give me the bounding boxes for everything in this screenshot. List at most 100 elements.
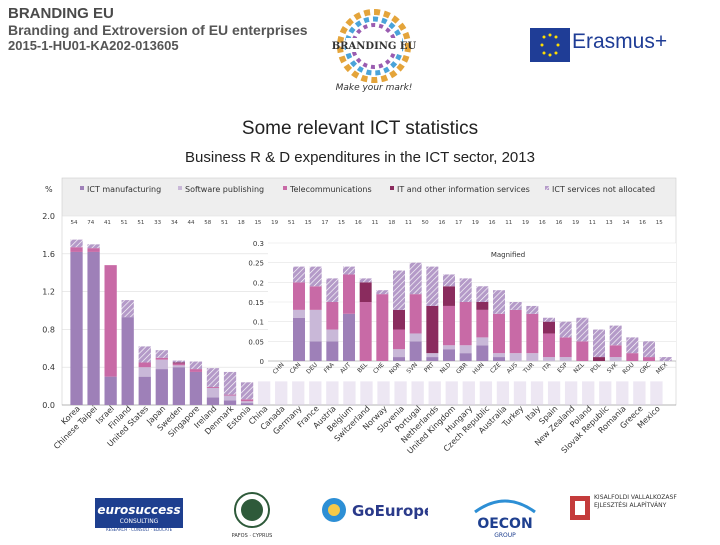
bar-segment xyxy=(138,376,151,405)
pafos-seal-logo: PAFOS · CYPRUS xyxy=(222,488,282,539)
top-value-label: 13 xyxy=(606,220,613,226)
main-tick-label: 1.2 xyxy=(42,288,55,297)
main-tick-label: 0.0 xyxy=(42,401,55,410)
bar-small-value xyxy=(343,381,356,405)
top-value-label: 51 xyxy=(288,220,295,226)
bar-small-value xyxy=(462,381,475,405)
zoom-bar-segment xyxy=(343,313,355,361)
legend-item-2: Telecommunications xyxy=(283,185,372,194)
zoom-bar-segment xyxy=(493,353,505,358)
zoom-code-label: MEX xyxy=(655,361,669,375)
top-value-label: 16 xyxy=(539,220,546,226)
top-value-label: 16 xyxy=(438,220,445,226)
bar-small-value xyxy=(377,381,390,405)
chart-title: Business R & D expenditures in the ICT s… xyxy=(185,149,535,166)
zoom-bar-segment xyxy=(476,345,489,361)
zoom-bar-segment xyxy=(459,345,472,354)
zoom-bar-segment xyxy=(409,262,422,295)
top-value-label: 11 xyxy=(589,220,596,226)
zoom-code-label: DEU xyxy=(305,361,319,375)
main-tick-label: 0.4 xyxy=(42,363,55,372)
zoom-code-label: NLD xyxy=(439,361,453,375)
bar-small-value xyxy=(326,381,339,405)
zoom-bar-segment xyxy=(393,349,405,358)
legend-item-0: ICT manufacturing xyxy=(80,185,161,194)
top-value-label: 19 xyxy=(472,220,479,226)
zoom-code-label: SVK xyxy=(606,361,620,375)
legend-label: ICT services not allocated xyxy=(552,185,655,194)
zoom-bar-segment xyxy=(509,353,522,361)
zoom-bar-segment xyxy=(526,353,539,361)
zoom-code-label: CHN xyxy=(271,361,285,375)
zoom-bar-segment xyxy=(609,325,622,346)
zoom-bar-segment xyxy=(476,337,489,346)
bar-segment xyxy=(189,361,203,370)
bar-segment xyxy=(138,367,151,377)
alapitvany-text: KISALFÖLDI VÁLLALKOZÁSF EJLESZTÉSI ALAPÍ… xyxy=(594,494,677,509)
bar-segment xyxy=(172,367,186,405)
ict-rd-chart: % ICT manufacturing Software publishing Tel… xyxy=(42,177,677,456)
zoom-code-label: AUS xyxy=(505,361,519,375)
bar-small-value xyxy=(616,381,629,405)
legend-label: ICT manufacturing xyxy=(87,185,161,194)
bar-segment xyxy=(155,369,168,405)
top-value-label: 34 xyxy=(171,220,178,226)
project-code: 2015-1-HU01-KA202-013605 xyxy=(8,38,179,53)
bar-segment xyxy=(172,360,186,363)
zoom-bar-segment xyxy=(309,309,322,342)
zoom-bar-segment xyxy=(576,317,589,342)
bar-segment xyxy=(70,239,83,248)
bar-segment xyxy=(155,350,168,358)
top-value-label: 74 xyxy=(87,220,94,226)
zoom-code-label: NZL xyxy=(572,361,586,375)
top-value-label: 11 xyxy=(505,220,512,226)
zoom-code-label: NOR xyxy=(388,361,402,375)
zoom-bar-segment xyxy=(576,341,589,361)
bar-segment xyxy=(206,397,220,405)
eurosuccess-sub: CONSULTING xyxy=(120,518,159,525)
main-tick-label: 2.0 xyxy=(42,212,55,221)
bar-segment xyxy=(223,394,237,396)
top-value-label: 16 xyxy=(555,220,562,226)
top-value-label: 18 xyxy=(238,220,245,226)
zoom-bar-segment xyxy=(443,349,455,361)
top-value-label: 15 xyxy=(656,220,663,226)
zoom-bar-segment xyxy=(476,309,489,338)
zoom-tick-label: 0.15 xyxy=(248,299,264,307)
bar-small-value xyxy=(394,381,407,405)
project-name: BRANDING EU xyxy=(8,5,114,22)
zoom-bar-segment xyxy=(493,357,505,361)
zoom-bar-segment xyxy=(659,357,672,361)
top-value-label: 16 xyxy=(489,220,496,226)
top-value-label: 44 xyxy=(188,220,195,226)
alapitvany-logo: KISALFÖLDI VÁLLALKOZÁSF EJLESZTÉSI ALAPÍ… xyxy=(568,488,678,538)
zoom-bar-segment xyxy=(293,317,305,361)
bar-segment xyxy=(189,371,203,405)
zoom-bar-segment xyxy=(409,341,422,361)
zoom-code-label: ESP xyxy=(556,361,569,374)
bar-small-value xyxy=(275,381,288,405)
legend-item-1: Software publishing xyxy=(178,185,264,194)
bar-segment xyxy=(172,362,186,364)
legend-swatch xyxy=(80,186,84,190)
zoom-tick-label: 0.2 xyxy=(253,279,264,287)
bar-small-value xyxy=(633,381,646,405)
zoom-bar-segment xyxy=(326,329,339,342)
bar-segment xyxy=(104,265,117,377)
zoom-bar-segment xyxy=(643,341,655,358)
legend-item-4: ICT services not allocated xyxy=(545,185,655,194)
top-value-label: 18 xyxy=(388,220,395,226)
top-value-label: 19 xyxy=(522,220,529,226)
bar-segment xyxy=(206,368,220,388)
zoom-bar-segment xyxy=(376,290,389,295)
bar-small-value xyxy=(547,381,561,405)
zoom-bar-segment xyxy=(393,329,405,350)
slide-title: Some relevant ICT statistics xyxy=(241,118,479,139)
erasmus-text: Erasmus+ xyxy=(572,30,668,53)
bar-small-value xyxy=(309,381,322,405)
zoom-bar-segment xyxy=(426,305,439,354)
legend-swatch xyxy=(178,186,182,190)
bar-segment xyxy=(70,251,83,405)
bar-segment xyxy=(104,376,117,405)
zoom-bar-segment xyxy=(526,313,539,354)
